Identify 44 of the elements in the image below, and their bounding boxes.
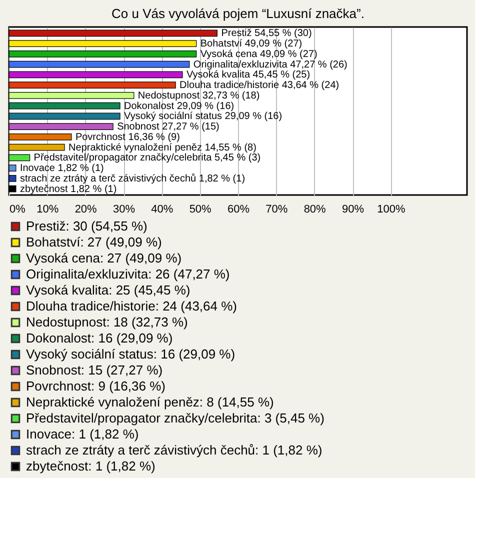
data-label: Nepraktické vynaložení peněz 14,55 % (8): [68, 142, 256, 154]
legend-label: Nepraktické vynaložení peněz: 8 (14,55 %): [26, 394, 274, 410]
data-label: Dokonalost 29,09 % (16): [124, 100, 234, 112]
data-label: Vysoká cena 49,09 % (27): [200, 48, 318, 60]
x-tick-label: 20%: [74, 204, 98, 216]
legend-label: Dokonalost: 16 (29,09 %): [26, 330, 173, 346]
data-label: Vysoká kvalita 45,45 % (25): [186, 70, 310, 81]
data-label: Prestiž 54,55 % (30): [221, 28, 312, 40]
x-tick-label: 100%: [377, 204, 406, 216]
legend-label: Vysoká cena: 27 (49,09 %): [26, 250, 182, 266]
data-label: Představitel/propagator značky/celebrita 5,45 % (3): [34, 152, 261, 164]
legend-label: zbytečnost: 1 (1,82 %): [26, 458, 156, 474]
x-tick-label: 50%: [189, 204, 212, 216]
legend-label: Nedostupnost: 18 (32,73 %): [26, 314, 188, 330]
x-tick-label: 40%: [151, 204, 174, 216]
legend-label: Originalita/exkluzivita: 26 (47,27 %): [26, 266, 230, 282]
legend-label: Bohatství: 27 (49,09 %): [26, 234, 162, 250]
data-label: Nedostupnost 32,73 % (18): [138, 90, 260, 102]
legend-label: Povrchnost: 9 (16,36 %): [26, 378, 166, 394]
data-label: Dlouha tradice/historie 43,64 % (24): [180, 80, 340, 92]
x-tick-label: 70%: [266, 204, 288, 216]
data-label: Originalita/exkluzivita 47,27 % (26): [193, 59, 348, 70]
legend-label: Představitel/propagator značky/celebrita: 3 (5,45 %): [26, 410, 324, 426]
x-tick-label: 30%: [112, 204, 136, 216]
data-label: Snobnost 27,27 % (15): [117, 122, 220, 133]
data-label: Povrchnost 16,36 % (9): [75, 132, 180, 143]
x-tick-label: 0%: [10, 204, 26, 216]
x-tick-label: 60%: [227, 204, 250, 216]
data-label: zbytečnost 1,82 % (1): [20, 184, 117, 195]
x-tick-label: 90%: [342, 204, 364, 216]
data-label: Bohatství 49,09 % (27): [200, 38, 302, 50]
data-label: Inovace 1,82 % (1): [20, 163, 104, 174]
legend-label: Vysoký sociální status: 16 (29,09 %): [26, 346, 236, 362]
legend-label: strach ze ztráty a terč závistivých čechů: 1 (1,82 %): [26, 442, 322, 458]
legend-label: Inovace: 1 (1,82 %): [26, 426, 139, 442]
data-label: strach ze ztráty a terč závistivých čechů 1,82 % (1): [20, 172, 246, 184]
legend-label: Vysoká kvalita: 25 (45,45 %): [26, 282, 190, 298]
data-label: Vysoký sociální status 29,09 % (16): [124, 111, 282, 122]
chart-title: Co u Vás vyvolává pojem “Luxusní značka”.: [112, 6, 364, 21]
x-tick-label: 80%: [304, 204, 326, 216]
legend-label: Prestiž: 30 (54,55 %): [26, 218, 148, 234]
legend-label: Dlouha tradice/historie: 24 (43,64 %): [26, 298, 238, 314]
legend-label: Snobnost: 15 (27,27 %): [26, 362, 163, 378]
x-tick-label: 10%: [36, 204, 59, 216]
